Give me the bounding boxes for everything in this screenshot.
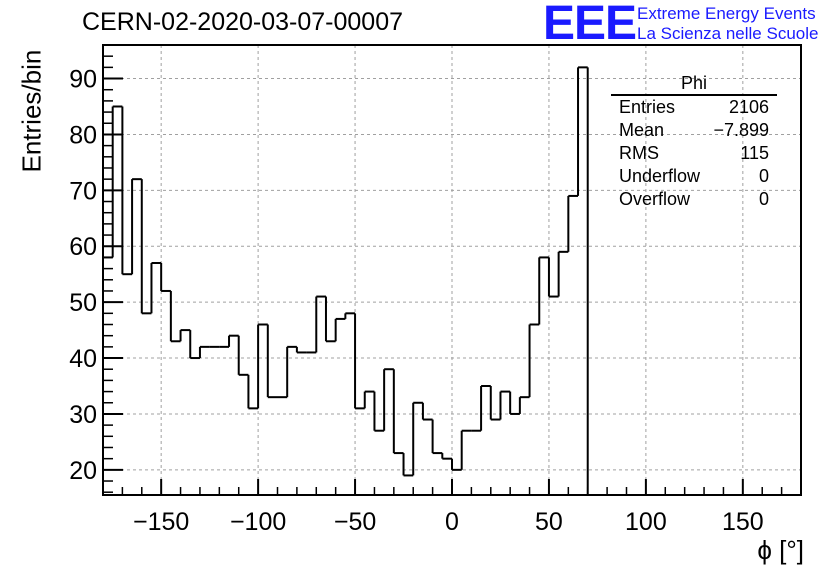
x-tick-label: 0 — [445, 508, 459, 536]
stats-row-mean: Mean −7.899 — [611, 119, 777, 142]
x-tick-label: −50 — [334, 508, 376, 536]
x-tick-label: −150 — [133, 508, 189, 536]
eee-logo: EEE — [543, 0, 637, 50]
x-tick-label: −100 — [230, 508, 286, 536]
stats-row-overflow: Overflow 0 — [611, 188, 777, 211]
y-tick-label: 90 — [69, 66, 97, 94]
stats-row-underflow: Underflow 0 — [611, 165, 777, 188]
stats-value: 115 — [740, 143, 769, 163]
stats-value: 0 — [758, 166, 769, 186]
eee-logo-line1: Extreme Energy Events — [637, 4, 816, 23]
x-axis-label: ϕ [°] — [757, 535, 804, 565]
y-tick-label: 80 — [69, 121, 97, 149]
y-tick-label: 30 — [69, 401, 97, 429]
stats-box: Phi Entries 2106 Mean −7.899 RMS 115 Und… — [611, 72, 777, 211]
y-tick-label: 20 — [69, 457, 97, 485]
stats-row-rms: RMS 115 — [611, 142, 777, 165]
stats-label: Overflow — [619, 189, 691, 209]
x-tick-label: 100 — [625, 508, 667, 536]
stats-value: 0 — [758, 189, 769, 209]
axes: −150 −100 −50 0 50 100 150 20 30 40 50 60 70 80 90 — [69, 44, 802, 536]
eee-logo-line2: La Scienza nelle Scuole — [637, 24, 819, 43]
stats-value: 2106 — [728, 97, 769, 117]
x-tick-label: 150 — [722, 508, 764, 536]
chart-title: CERN-02-2020-03-07-00007 — [82, 8, 404, 36]
stats-row-entries: Entries 2106 — [611, 96, 777, 119]
stats-label: RMS — [619, 143, 659, 163]
stats-title: Phi — [611, 72, 777, 96]
x-tick-label: 50 — [535, 508, 563, 536]
y-tick-label: 60 — [69, 233, 97, 261]
y-tick-label: 50 — [69, 289, 97, 317]
stats-value: −7.899 — [713, 120, 769, 140]
stats-label: Underflow — [619, 166, 701, 186]
y-tick-label: 70 — [69, 177, 97, 205]
stats-label: Mean — [619, 120, 665, 140]
stats-label: Entries — [619, 97, 676, 117]
histogram-series — [102, 66, 589, 495]
y-tick-label: 40 — [69, 345, 97, 373]
y-axis-label: Entries/bin — [16, 49, 47, 173]
